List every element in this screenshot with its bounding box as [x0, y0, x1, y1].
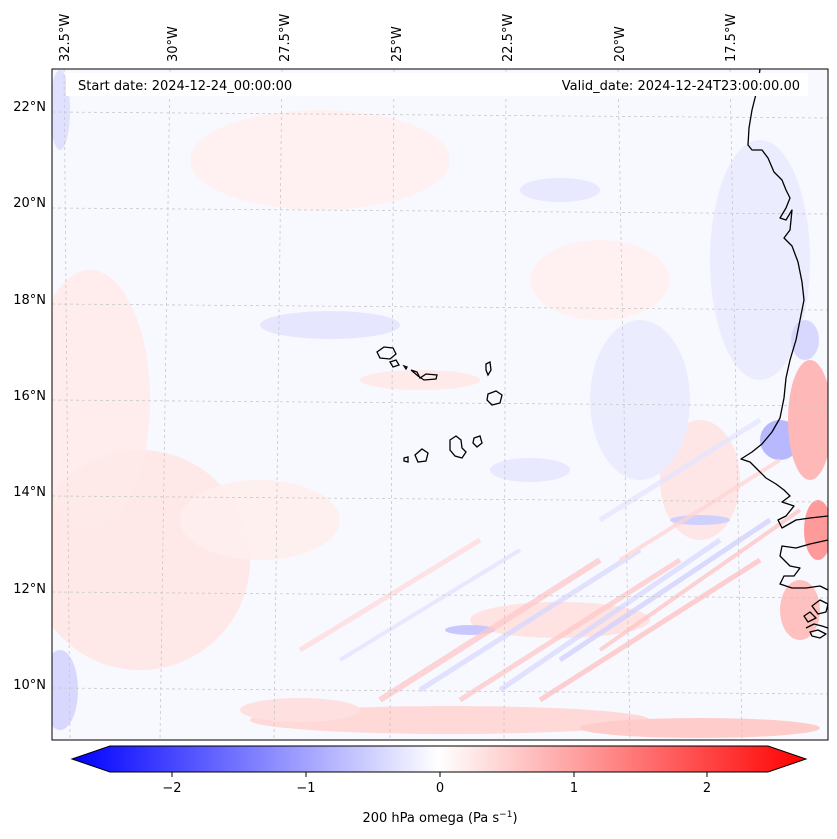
positive-omega-area [360, 370, 480, 390]
coastline-mauritania-senegal [740, 69, 828, 529]
info-box [66, 73, 808, 96]
colorbar-body [70, 745, 808, 773]
graticule [52, 69, 828, 740]
island-sao-vicente [389, 359, 400, 368]
colorbar-tick-1: 1 [570, 781, 578, 796]
omega-field [52, 70, 828, 738]
lon-label-17-5w: 17.5°W [724, 14, 739, 62]
lat-label-10n: 10°N [13, 678, 46, 693]
lat-label-18n: 18°N [13, 293, 46, 308]
positive-omega-area [780, 580, 820, 640]
map-panel: Start date: 2024-12-24_00:00:00 Valid_da… [51, 68, 829, 741]
island-santiago [449, 435, 467, 459]
lon-label-22-5w: 22.5°W [501, 14, 516, 62]
lat-label-12n: 12°N [13, 582, 46, 597]
lon-label-30w: 30°W [166, 26, 181, 62]
lat-label-16n: 16°N [13, 389, 46, 404]
negative-omega-area [260, 311, 400, 339]
latitude-labels: 22°N 20°N 18°N 16°N 14°N 12°N 10°N [13, 100, 46, 693]
colorbar: −2 −1 0 1 2 200 hPa omega (Pa s−1) [70, 745, 808, 826]
negative-omega-area [52, 650, 78, 730]
lat-label-22n: 22°N [13, 100, 46, 115]
island-sal [485, 361, 492, 377]
colorbar-tick-0: 0 [436, 781, 444, 796]
coastline-guinea [805, 623, 828, 639]
coastline-bijagos [803, 599, 828, 623]
colorbar-label-main: 200 hPa omega (Pa s [362, 811, 499, 826]
lon-label-25w: 25°W [390, 26, 405, 62]
colorbar-label-superscript: −1 [499, 810, 512, 820]
coastline-gambia-guinea-bissau [779, 539, 828, 591]
island-brava [403, 456, 409, 463]
positive-omega-area [530, 240, 670, 320]
positive-omega-area [660, 420, 740, 540]
negative-omega-area [520, 178, 600, 202]
island-boa-vista [486, 390, 503, 406]
negative-omega-area [52, 70, 70, 150]
colorbar-tick-neg2: −2 [162, 781, 181, 796]
longitude-labels: 32.5°W 30°W 27.5°W 25°W 22.5°W 20°W 17.5… [58, 14, 739, 62]
start-date-text: Start date: 2024-12-24_00:00:00 [78, 79, 292, 94]
africa-coastline [740, 69, 828, 639]
colorbar-ticks [171, 772, 708, 777]
colorbar-label-end: ) [512, 811, 517, 826]
island-fogo [414, 448, 429, 463]
lat-label-20n: 20°N [13, 196, 46, 211]
positive-omega-area [190, 110, 450, 210]
map-frame [51, 68, 829, 741]
positive-omega-area [580, 718, 820, 738]
lon-label-27-5w: 27.5°W [278, 14, 293, 62]
island-maio [472, 435, 483, 448]
colorbar-tick-2: 2 [703, 781, 711, 796]
colorbar-label: 200 hPa omega (Pa s−1) [362, 810, 517, 826]
negative-omega-area [710, 140, 810, 380]
negative-omega-area [590, 320, 690, 480]
negative-omega-area [791, 320, 819, 360]
island-sao-nicolau [410, 369, 438, 381]
lon-label-20w: 20°W [613, 26, 628, 62]
colorbar-tick-neg1: −1 [296, 781, 315, 796]
island-santo-antao [376, 346, 397, 360]
cape-verde-islands [376, 346, 503, 463]
negative-omega-area [490, 458, 570, 482]
valid-date-text: Valid_date: 2024-12-24T23:00:00.00 [562, 79, 800, 94]
lat-label-14n: 14°N [13, 485, 46, 500]
island-santa-luzia [402, 364, 408, 371]
positive-omega-area [180, 480, 340, 560]
lon-label-32-5w: 32.5°W [58, 14, 73, 62]
positive-omega-area [788, 360, 828, 480]
positive-omega-area [240, 698, 360, 722]
positive-omega-area [804, 500, 828, 560]
